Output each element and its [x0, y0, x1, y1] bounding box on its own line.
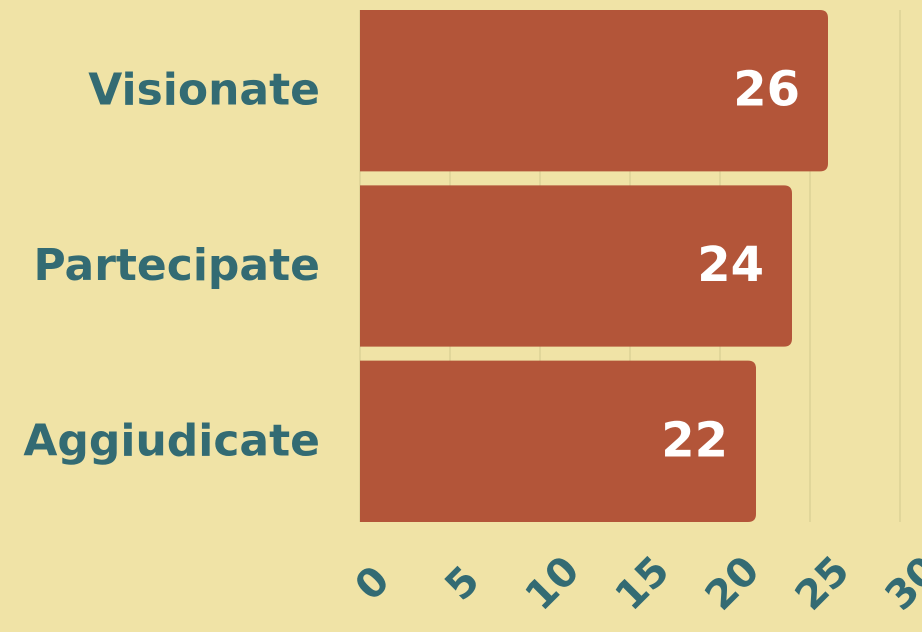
value-label: 22	[661, 412, 728, 468]
value-label: 26	[733, 62, 800, 118]
x-tick-label: 15	[607, 548, 679, 620]
x-tick-label: 25	[787, 548, 859, 620]
value-label: 24	[697, 237, 764, 293]
x-tick-label: 10	[517, 548, 589, 620]
category-label: Visionate	[88, 65, 320, 116]
x-tick-label: 5	[436, 557, 488, 609]
bar	[360, 10, 828, 172]
category-label: Partecipate	[33, 240, 320, 291]
bar	[360, 185, 792, 347]
x-tick-label: 30	[877, 548, 922, 620]
x-tick-label: 20	[697, 548, 769, 620]
category-label: Aggiudicate	[23, 415, 320, 466]
x-tick-label: 0	[346, 557, 398, 609]
bar	[360, 360, 756, 522]
